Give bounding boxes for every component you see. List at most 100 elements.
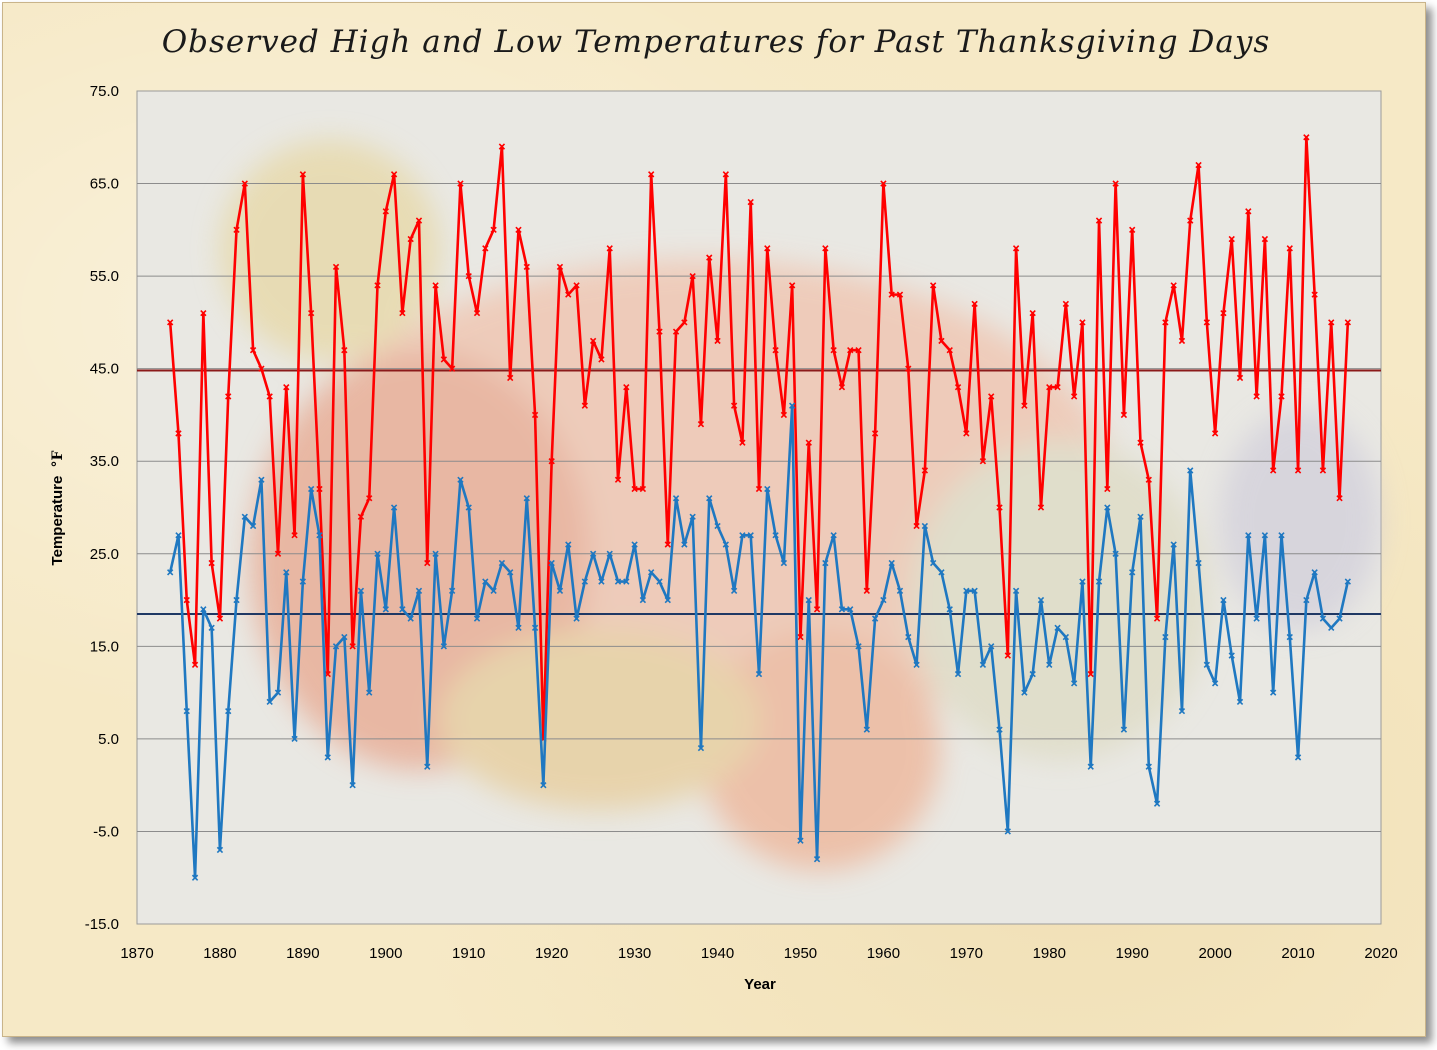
data-point [979, 661, 987, 669]
y-tick-label: 5.0 [98, 731, 119, 748]
data-point [399, 309, 406, 317]
data-point [648, 171, 655, 178]
x-tick-label: 2020 [1364, 945, 1397, 962]
data-point [1303, 596, 1310, 604]
data-point [896, 291, 904, 298]
chart-title: Observed High and Low Temperatures for P… [162, 24, 1271, 60]
data-point [706, 254, 713, 261]
data-point [233, 226, 240, 233]
data-point [291, 735, 298, 743]
data-point [183, 596, 190, 604]
data-point [457, 180, 464, 187]
data-point [1029, 670, 1036, 678]
data-point [208, 559, 215, 567]
data-point [1054, 384, 1061, 391]
data-point [482, 245, 489, 252]
data-point [672, 495, 680, 502]
data-point [880, 596, 887, 604]
data-point [357, 587, 365, 594]
data-point [382, 606, 389, 613]
data-point [1278, 532, 1285, 539]
data-point [1112, 550, 1119, 557]
data-point [1037, 504, 1045, 511]
data-point [789, 282, 796, 289]
data-point [1261, 532, 1269, 539]
x-tick-label: 1930 [618, 945, 651, 962]
data-point [1145, 763, 1152, 770]
data-point [739, 532, 746, 539]
data-point [589, 337, 597, 345]
data-point [357, 513, 365, 520]
data-point [258, 365, 265, 372]
data-point [905, 365, 912, 372]
data-point [407, 235, 414, 243]
data-point [606, 550, 613, 557]
data-point [1137, 513, 1144, 520]
data-point [175, 430, 182, 437]
data-point [1021, 689, 1028, 696]
data-point [565, 541, 572, 548]
data-point [241, 513, 248, 520]
data-point [457, 476, 464, 483]
data-point [523, 263, 530, 271]
data-point [1137, 439, 1144, 446]
data-point [772, 532, 779, 539]
data-point [888, 559, 895, 567]
data-point [921, 522, 929, 530]
data-point [1062, 633, 1070, 641]
x-tick-label: 1980 [1033, 945, 1066, 962]
data-point [473, 309, 481, 317]
y-axis-label: Temperature [49, 476, 66, 566]
data-point [332, 643, 340, 650]
x-tick-label: 2000 [1198, 945, 1231, 962]
data-point [291, 532, 298, 539]
data-point [1270, 467, 1277, 474]
data-point [382, 208, 389, 215]
data-point [1245, 208, 1252, 215]
data-point [929, 282, 937, 289]
data-point [589, 550, 597, 557]
data-point [515, 624, 522, 631]
data-point [465, 504, 472, 511]
data-point [730, 402, 738, 409]
data-point [905, 633, 912, 641]
data-point [1054, 624, 1061, 631]
data-point [573, 615, 580, 622]
data-point [913, 522, 920, 530]
y-tick-label: 25.0 [90, 546, 119, 563]
data-point [498, 559, 506, 567]
data-point [1195, 559, 1202, 567]
data-point [689, 272, 696, 280]
data-point [1178, 707, 1186, 715]
data-point [1012, 587, 1020, 594]
x-tick-label: 1910 [452, 945, 485, 962]
data-point [374, 550, 381, 557]
data-point [689, 513, 696, 520]
data-point [249, 346, 257, 354]
data-point [639, 485, 647, 493]
data-point [1319, 615, 1327, 622]
data-point [1079, 319, 1086, 326]
data-point [200, 606, 207, 613]
data-point [946, 606, 953, 613]
x-tick-label: 1900 [369, 945, 402, 962]
data-point [805, 439, 812, 446]
data-point [929, 559, 937, 567]
data-point [1070, 680, 1078, 687]
data-point [167, 569, 174, 576]
data-point [299, 578, 307, 585]
data-point [822, 245, 829, 252]
svg-text:Temperature °F: Temperature °F [49, 451, 66, 566]
data-point [1012, 245, 1020, 252]
data-point [988, 643, 995, 650]
data-point [531, 411, 539, 419]
data-point [556, 587, 564, 594]
data-point [747, 532, 754, 539]
data-point [1211, 680, 1219, 687]
data-point [283, 569, 290, 576]
data-point [1253, 615, 1260, 622]
data-point [448, 587, 456, 594]
data-point [697, 421, 705, 428]
y-tick-label: 65.0 [90, 176, 119, 193]
data-point [490, 587, 497, 594]
